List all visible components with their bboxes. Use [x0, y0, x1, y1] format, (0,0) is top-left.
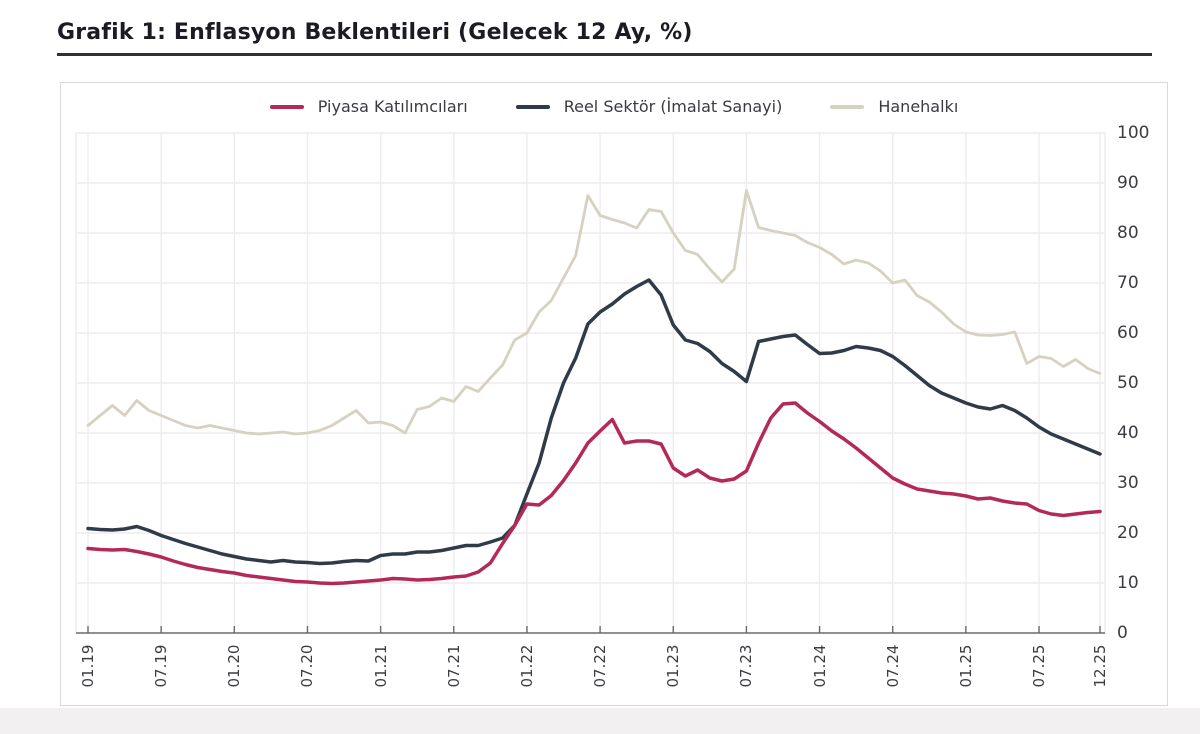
chart-card: Piyasa Katılımcıları Reel Sektör (İmalat…: [60, 82, 1168, 706]
chart-header: Grafik 1: Enflasyon Beklentileri (Gelece…: [57, 20, 1152, 56]
x-tick-label: 01.24: [810, 644, 829, 688]
y-tick-label: 50: [1117, 373, 1139, 393]
legend-item-piyasa: Piyasa Katılımcıları: [269, 97, 468, 116]
legend-dash-icon: [830, 104, 865, 109]
series-line-piyasa-katilimcilari: [86, 401, 1102, 586]
x-tick-label: 01.20: [225, 644, 244, 688]
chart-legend: Piyasa Katılımcıları Reel Sektör (İmalat…: [61, 97, 1167, 116]
y-tick-label: 20: [1117, 523, 1139, 543]
series-line-reel-sektor: [86, 278, 1102, 566]
x-tick-label: 07.21: [444, 644, 463, 688]
y-tick-label: 60: [1117, 323, 1139, 343]
page-footer-strip: [0, 708, 1200, 734]
legend-dash-icon: [269, 104, 304, 109]
x-tick-label: 07.24: [883, 644, 902, 688]
y-tick-label: 30: [1117, 473, 1139, 493]
y-tick-label: 0: [1117, 623, 1128, 643]
x-tick-label: 07.22: [591, 644, 610, 688]
y-tick-label: 100: [1117, 123, 1150, 143]
y-tick-label: 80: [1117, 223, 1139, 243]
y-tick-label: 10: [1117, 573, 1139, 593]
legend-dash-icon: [515, 104, 550, 109]
y-tick-label: 40: [1117, 423, 1139, 443]
x-tick-label: 01.23: [664, 644, 683, 688]
x-tick-label: 07.20: [298, 644, 317, 688]
legend-label: Hanehalkı: [878, 97, 959, 116]
legend-label: Piyasa Katılımcıları: [317, 97, 468, 116]
x-tick-label: 07.23: [737, 644, 756, 688]
legend-label: Reel Sektör (İmalat Sanayi): [563, 97, 783, 116]
x-tick-label: 01.19: [79, 644, 97, 688]
x-tick-label: 01.21: [371, 644, 390, 688]
x-tick-label: 01.25: [956, 644, 975, 688]
y-tick-label: 70: [1117, 273, 1139, 293]
page-title: Grafik 1: Enflasyon Beklentileri (Gelece…: [57, 20, 1152, 56]
x-tick-label: 12.25: [1091, 644, 1109, 688]
legend-item-reel-sektor: Reel Sektör (İmalat Sanayi): [515, 97, 783, 116]
x-tick-label: 01.22: [517, 644, 536, 688]
x-tick-label: 07.19: [152, 644, 171, 688]
series-line-hanehalki: [86, 189, 1102, 436]
x-tick-label: 07.25: [1030, 644, 1049, 688]
legend-item-hanehalki: Hanehalkı: [830, 97, 958, 116]
y-tick-label: 90: [1117, 173, 1139, 193]
